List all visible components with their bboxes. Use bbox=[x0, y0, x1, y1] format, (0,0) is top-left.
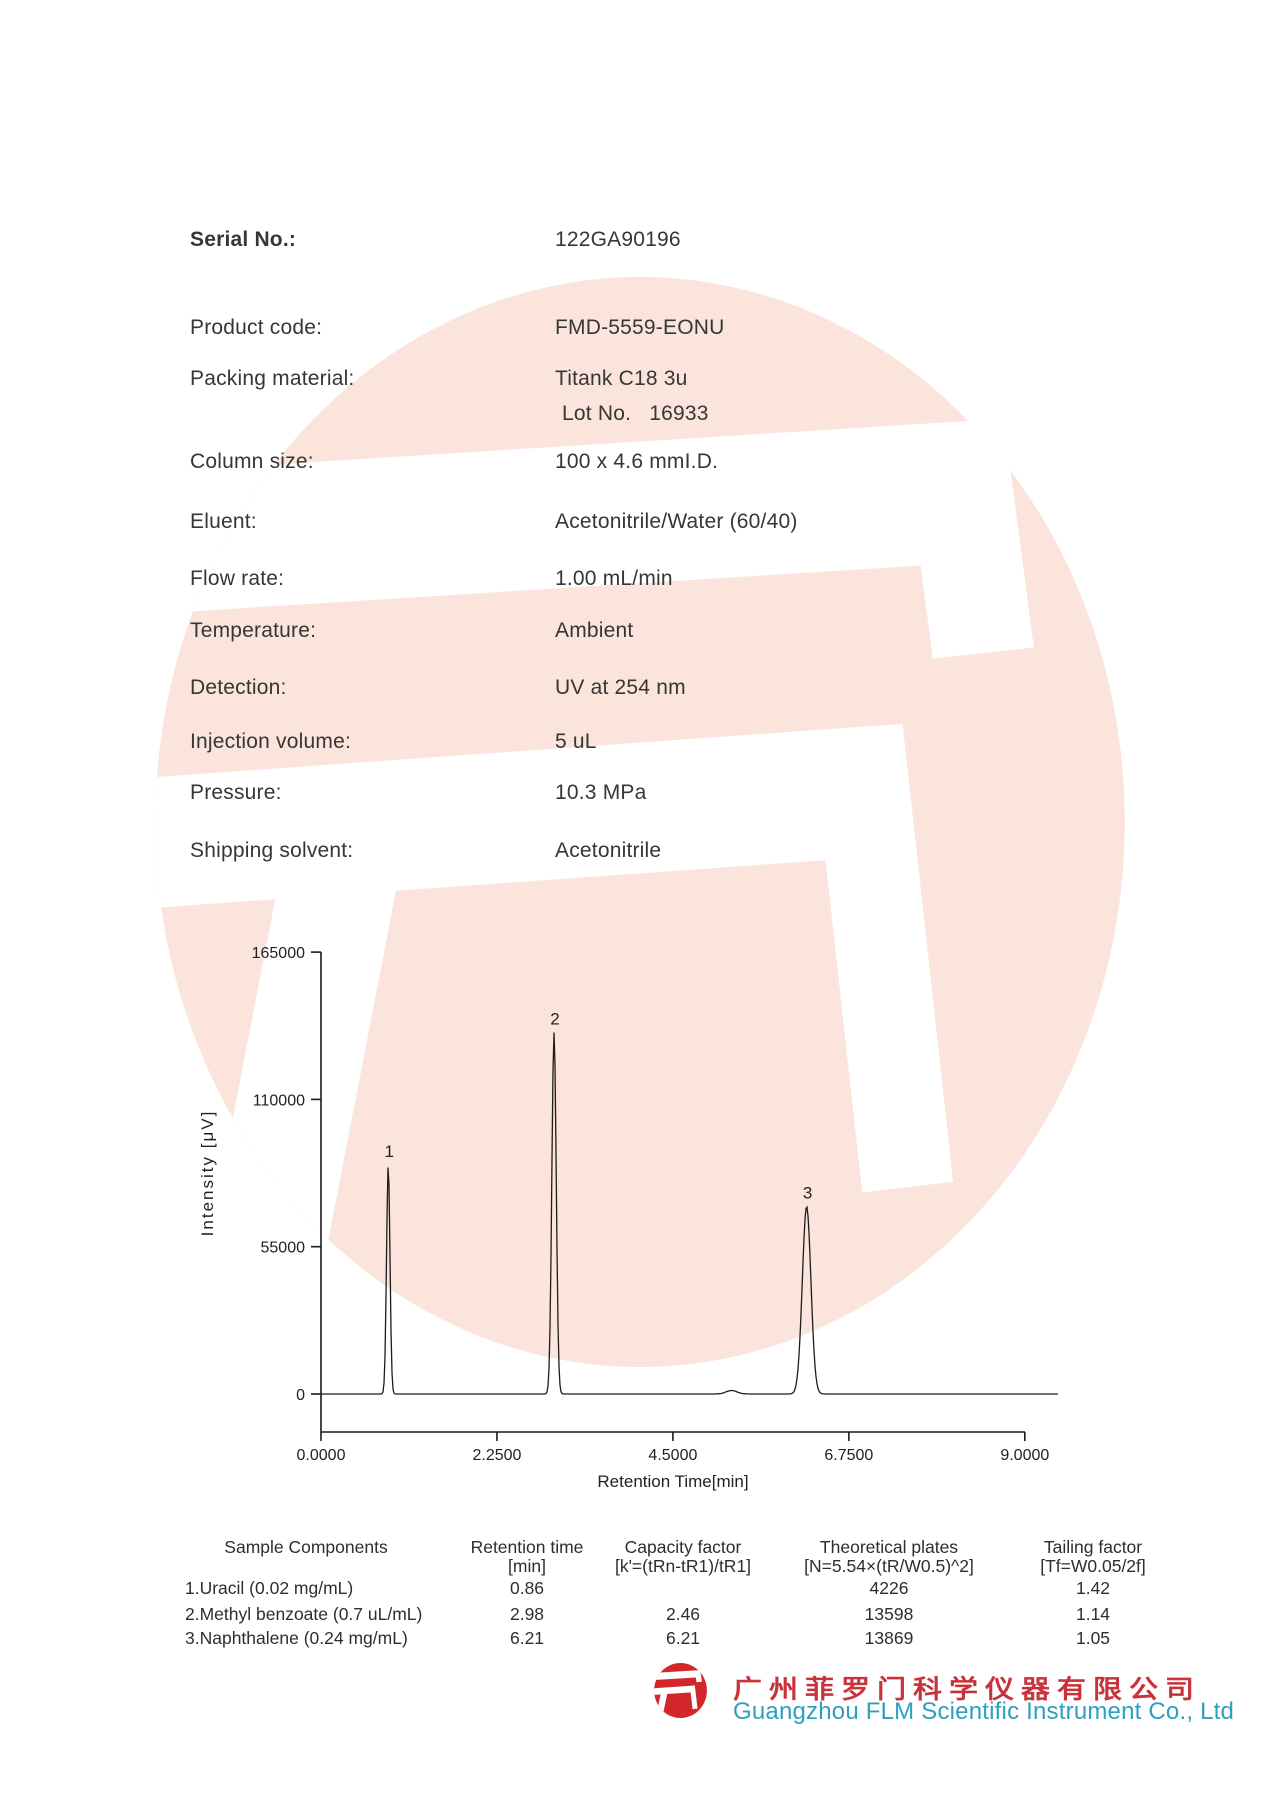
row-tailing_factor: 1.05 bbox=[1075, 1628, 1111, 1648]
y-tick-label: 55000 bbox=[261, 1240, 306, 1257]
peak-label: 3 bbox=[803, 1184, 812, 1203]
serial-label: Serial No.: bbox=[190, 228, 297, 251]
field-value: Acetonitrile bbox=[555, 839, 662, 862]
x-tick-label: 4.5000 bbox=[648, 1447, 697, 1464]
field-label: Detection: bbox=[190, 676, 287, 699]
field-value: 10.3 MPa bbox=[555, 781, 647, 804]
column-header-units: [k'=(tRn-tR1)/tR1] bbox=[614, 1556, 752, 1576]
x-tick-label: 6.7500 bbox=[824, 1447, 873, 1464]
field-label: Flow rate: bbox=[190, 567, 285, 590]
axes-lines bbox=[320, 952, 1025, 1433]
field-label: Temperature: bbox=[190, 619, 317, 642]
row-retention_time: 0.86 bbox=[509, 1578, 545, 1598]
peak-label: 2 bbox=[550, 1009, 559, 1028]
field-value: Titank C18 3u bbox=[555, 367, 688, 390]
row-theoretical_plates: 13598 bbox=[864, 1604, 914, 1624]
row-capacity_factor: 2.46 bbox=[665, 1604, 701, 1624]
field-label: Product code: bbox=[190, 316, 323, 339]
field-value: FMD-5559-EONU bbox=[555, 316, 725, 339]
y-axis-title: Intensity [μV] bbox=[198, 1110, 217, 1237]
row-tailing_factor: 1.42 bbox=[1075, 1578, 1111, 1598]
row-capacity_factor: 6.21 bbox=[665, 1628, 701, 1648]
x-tick-label: 9.0000 bbox=[1000, 1447, 1049, 1464]
company-name-cn: 广州菲罗门科学仪器有限公司 bbox=[733, 1676, 1202, 1705]
field-value: 100 x 4.6 mmI.D. bbox=[555, 450, 719, 473]
column-header-units: [Tf=W0.05/2f] bbox=[1040, 1556, 1146, 1576]
field-value-line2: Lot No. 16933 bbox=[562, 402, 709, 425]
column-header: Sample Components bbox=[224, 1537, 388, 1557]
row-tailing_factor: 1.14 bbox=[1075, 1604, 1111, 1624]
y-tick-label: 0 bbox=[296, 1387, 305, 1404]
field-value: UV at 254 nm bbox=[555, 676, 686, 699]
x-tick-label: 2.2500 bbox=[472, 1447, 521, 1464]
row-retention_time: 6.21 bbox=[509, 1628, 545, 1648]
y-tick-label: 110000 bbox=[253, 1092, 305, 1109]
y-tick-label: 165000 bbox=[252, 945, 305, 962]
column-header: Tailing factor bbox=[1043, 1537, 1143, 1557]
flm-logo-shape bbox=[654, 1663, 707, 1718]
field-label: Column size: bbox=[190, 450, 314, 473]
row-retention_time: 2.98 bbox=[509, 1604, 545, 1624]
field-value: Acetonitrile/Water (60/40) bbox=[555, 510, 798, 533]
field-value: Ambient bbox=[555, 619, 634, 642]
peak-label: 1 bbox=[385, 1142, 394, 1161]
row-component: 3.Naphthalene (0.24 mg/mL) bbox=[185, 1628, 408, 1648]
x-tick-label: 0.0000 bbox=[297, 1447, 346, 1464]
flm-logo-shape bbox=[155, 277, 1125, 1367]
row-component: 2.Methyl benzoate (0.7 uL/mL) bbox=[185, 1604, 423, 1624]
serial-value: 122GA90196 bbox=[555, 228, 681, 251]
company-name-en: Guangzhou FLM Scientific Instrument Co.,… bbox=[733, 1698, 1235, 1725]
field-label: Eluent: bbox=[190, 510, 257, 533]
column-header: Retention time bbox=[470, 1537, 584, 1557]
field-label: Packing material: bbox=[190, 367, 355, 390]
field-label: Pressure: bbox=[190, 781, 282, 804]
field-value: 5 uL bbox=[555, 730, 597, 753]
field-label: Injection volume: bbox=[190, 730, 351, 753]
field-label: Shipping solvent: bbox=[190, 839, 354, 862]
column-header-units: [N=5.54×(tR/W0.5)^2] bbox=[804, 1556, 974, 1576]
row-theoretical_plates: 4226 bbox=[869, 1578, 909, 1598]
chromatogram-trace bbox=[321, 1032, 1058, 1395]
x-axis-title: Retention Time[min] bbox=[597, 1472, 748, 1491]
column-header-units: [min] bbox=[508, 1556, 546, 1576]
field-value: 1.00 mL/min bbox=[555, 567, 673, 590]
row-theoretical_plates: 13869 bbox=[864, 1628, 914, 1648]
row-component: 1.Uracil (0.02 mg/mL) bbox=[185, 1578, 354, 1598]
column-header: Capacity factor bbox=[624, 1537, 742, 1557]
column-header: Theoretical plates bbox=[819, 1537, 959, 1557]
